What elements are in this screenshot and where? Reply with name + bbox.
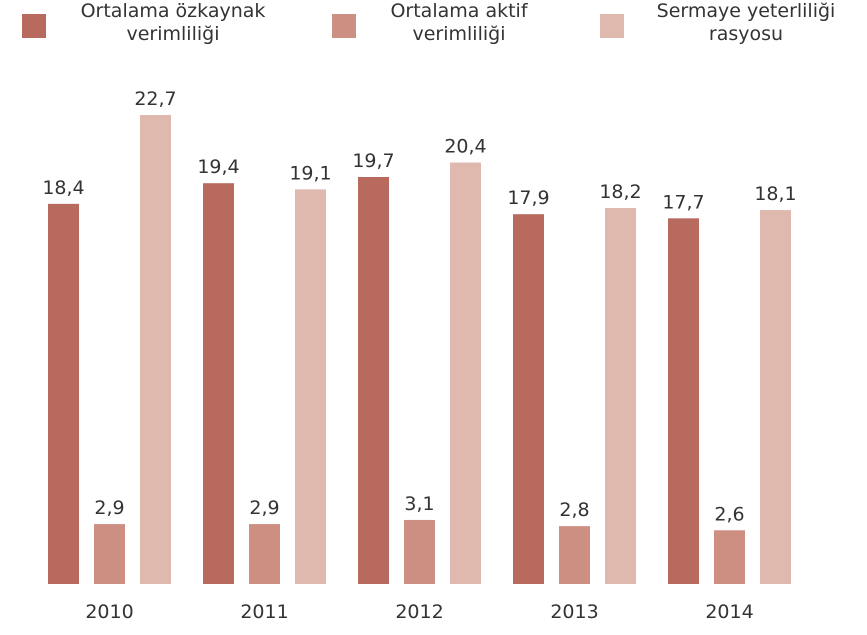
- bar: [140, 115, 171, 584]
- data-label: 2,9: [94, 497, 124, 519]
- data-label: 3,1: [404, 493, 434, 515]
- x-tick-label: 2013: [550, 601, 598, 623]
- bar: [760, 210, 791, 584]
- bar: [404, 519, 435, 584]
- bar: [605, 207, 636, 584]
- x-tick-label: 2011: [240, 601, 288, 623]
- bar: [450, 162, 481, 584]
- x-tick-label: 2014: [705, 601, 753, 623]
- data-label: 17,7: [662, 191, 704, 213]
- bar: [714, 530, 745, 584]
- x-tick-label: 2012: [395, 601, 443, 623]
- bar: [295, 189, 326, 585]
- data-label: 2,9: [249, 497, 279, 519]
- bar: [559, 526, 590, 584]
- data-label: 18,4: [42, 177, 84, 199]
- bar: [668, 218, 699, 584]
- legend-label: Sermaye yeterliliği rasyosu: [656, 0, 836, 45]
- data-label: 2,8: [559, 499, 589, 521]
- bar: [249, 524, 280, 584]
- bar: [48, 203, 79, 584]
- data-label: 17,9: [507, 187, 549, 209]
- legend-swatch: [600, 14, 624, 38]
- data-label: 19,7: [352, 150, 394, 172]
- legend-swatch: [22, 14, 46, 38]
- data-label: 19,1: [289, 162, 331, 184]
- legend-label: Ortalama özkaynak verimliliği: [80, 0, 266, 45]
- legend-swatch: [332, 14, 356, 38]
- bar: [94, 524, 125, 584]
- data-label: 2,6: [714, 503, 744, 525]
- data-label: 22,7: [134, 88, 176, 110]
- bar: [513, 214, 544, 584]
- x-tick-label: 2010: [85, 601, 133, 623]
- data-label: 20,4: [444, 136, 486, 158]
- bar: [358, 176, 389, 585]
- data-label: 18,1: [754, 183, 796, 205]
- data-label: 18,2: [599, 181, 641, 203]
- data-label: 19,4: [197, 156, 239, 178]
- legend-label: Ortalama aktif verimliliği: [390, 0, 528, 45]
- bar: [203, 183, 234, 585]
